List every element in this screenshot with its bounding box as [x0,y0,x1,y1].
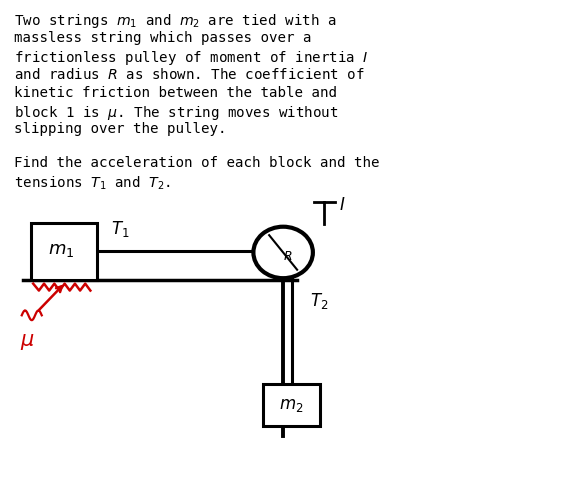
Text: frictionless pulley of moment of inertia $I$: frictionless pulley of moment of inertia… [14,49,369,67]
Text: $m_1$: $m_1$ [48,241,74,259]
Text: slipping over the pulley.: slipping over the pulley. [14,122,227,136]
Text: $\mu$: $\mu$ [20,332,35,351]
Circle shape [253,227,313,278]
Text: tensions $T_1$ and $T_2$.: tensions $T_1$ and $T_2$. [14,174,171,192]
Text: $T_2$: $T_2$ [310,291,328,310]
Text: kinetic friction between the table and: kinetic friction between the table and [14,86,337,99]
Text: $I$: $I$ [339,197,345,214]
Text: $m_2$: $m_2$ [280,396,304,414]
Bar [263,384,320,426]
Text: massless string which passes over a: massless string which passes over a [14,31,312,45]
Text: Find the acceleration of each block and the: Find the acceleration of each block and … [14,156,380,170]
Text: Two strings $m_1$ and $m_2$ are tied with a: Two strings $m_1$ and $m_2$ are tied wit… [14,12,336,30]
Text: $R$: $R$ [283,250,292,263]
Text: block 1 is $\mu$. The string moves without: block 1 is $\mu$. The string moves witho… [14,104,339,122]
Text: and radius $R$ as shown. The coefficient of: and radius $R$ as shown. The coefficient… [14,67,365,82]
Text: $T_1$: $T_1$ [111,219,129,239]
Bar [31,223,97,280]
